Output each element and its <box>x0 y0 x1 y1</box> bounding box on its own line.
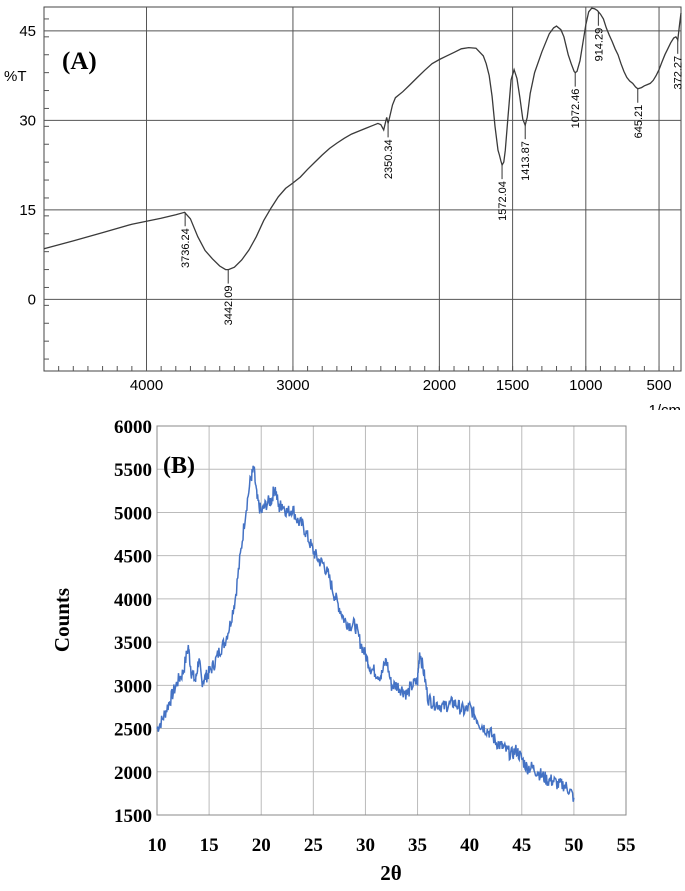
x-tick-label: 500 <box>647 377 672 394</box>
peak-label: 645.21 <box>633 105 645 139</box>
peak-annotation: 3736.24 <box>180 212 192 268</box>
peak-annotation: 1572.04 <box>497 165 509 221</box>
y-tick-label: 3000 <box>114 676 152 697</box>
y-tick-label: 2500 <box>114 720 152 741</box>
y-tick-label: 4000 <box>114 590 152 611</box>
y-tick-label: 5500 <box>114 460 152 481</box>
x-axis-unit: 1/cm <box>648 402 681 410</box>
x-tick-label: 3000 <box>276 377 309 394</box>
x-tick-label: 15 <box>200 835 219 856</box>
x-tick-label: 4000 <box>130 377 163 394</box>
peak-label: 1413.87 <box>520 141 532 181</box>
plot-area-border <box>43 6 682 372</box>
x-tick-label: 25 <box>304 835 323 856</box>
y-tick-label: 30 <box>19 112 36 129</box>
peak-label: 2350.34 <box>383 139 395 179</box>
x-tick-label: 1000 <box>569 377 602 394</box>
y-tick-label: 2000 <box>114 763 152 784</box>
x-tick-label: 45 <box>512 835 531 856</box>
x-tick-label: 40 <box>460 835 479 856</box>
y-tick-label: 15 <box>19 202 36 219</box>
y-tick-label: 1500 <box>114 806 152 827</box>
ftir-chart: 45 30 15 0 4000 3000 2000 1500 1000 500 3736.24 3… <box>4 6 685 410</box>
y-tick-label: 4500 <box>114 547 152 568</box>
peak-annotation: 645.21 <box>633 88 645 139</box>
y-tick-label: 5000 <box>114 503 152 524</box>
peak-label: 3736.24 <box>180 228 192 268</box>
peak-label: 1072.46 <box>570 89 582 129</box>
x-tick-label: 10 <box>148 835 167 856</box>
peak-label: 372.27 <box>673 56 685 90</box>
y-tick-label: 0 <box>28 291 36 308</box>
x-tick-label: 2000 <box>423 377 456 394</box>
x-tick-label: 35 <box>408 835 427 856</box>
counts-line <box>156 465 575 802</box>
peak-annotation: 1413.87 <box>520 125 532 181</box>
peak-annotation: 914.29 <box>593 11 605 62</box>
y-axis-label: %T <box>4 68 27 85</box>
peak-annotation: 1072.46 <box>570 72 582 129</box>
y-tick-label: 6000 <box>114 417 152 438</box>
y-tick-label: 45 <box>19 23 36 40</box>
y-tick-label: 3500 <box>114 633 152 654</box>
x-tick-label: 30 <box>356 835 375 856</box>
y-axis-label-b: Counts <box>50 588 74 652</box>
peak-label: 914.29 <box>593 28 605 62</box>
peak-annotation: 3442.09 <box>223 269 235 326</box>
peak-annotation: 2350.34 <box>383 123 395 179</box>
peak-label: 1572.04 <box>497 181 509 221</box>
peak-annotation: 372.27 <box>673 39 685 90</box>
x-tick-label: 20 <box>252 835 271 856</box>
panel-label-b: (B) <box>163 453 195 479</box>
x-tick-label: 55 <box>617 835 636 856</box>
x-axis-label-b: 2θ <box>380 861 402 885</box>
x-tick-label: 1500 <box>496 377 529 394</box>
panel-label-a: (A) <box>62 48 97 75</box>
peak-label: 3442.09 <box>223 286 235 326</box>
x-tick-label: 50 <box>564 835 583 856</box>
transmittance-line <box>43 7 682 271</box>
plot-area-border-b <box>156 425 627 816</box>
